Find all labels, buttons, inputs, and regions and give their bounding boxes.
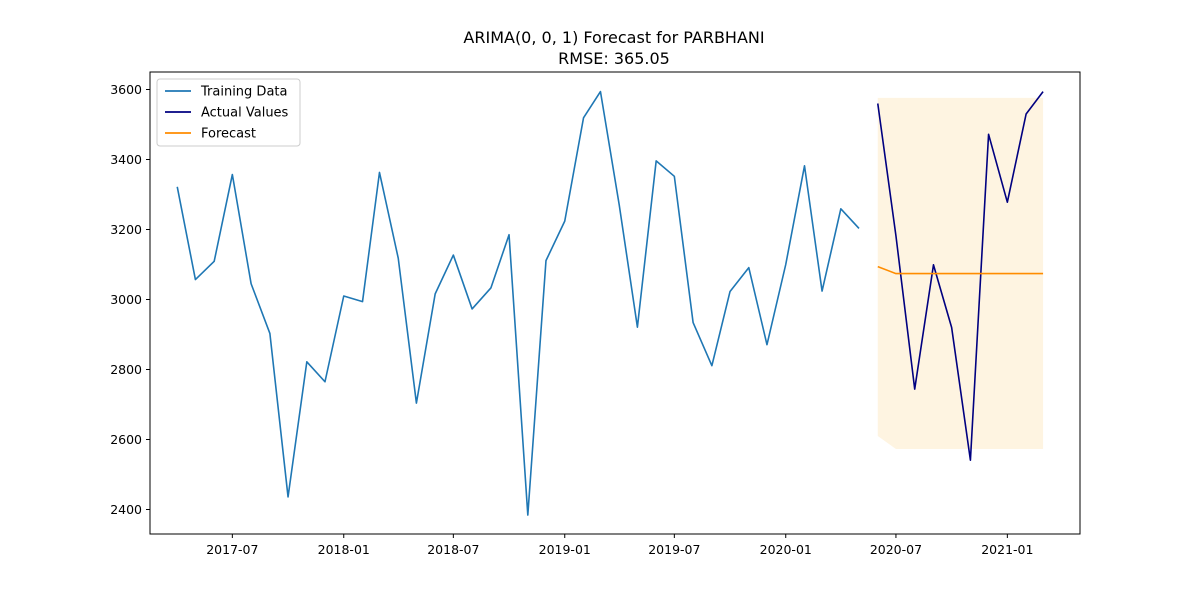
y-tick-label: 3200 — [110, 222, 142, 237]
x-tick-label: 2019-01 — [539, 542, 591, 557]
x-tick-label: 2019-07 — [648, 542, 700, 557]
chart-subtitle: RMSE: 365.05 — [558, 49, 670, 68]
legend-label: Training Data — [200, 85, 287, 100]
y-tick-label: 2400 — [110, 502, 142, 517]
chart-title: ARIMA(0, 0, 1) Forecast for PARBHANI — [463, 28, 764, 47]
y-axis: 2400 2600 2800 3000 3200 3400 3600 — [110, 82, 150, 517]
y-tick-label: 2800 — [110, 362, 142, 377]
legend-label: Forecast — [201, 127, 256, 142]
y-tick-label: 2600 — [110, 432, 142, 447]
series-layer — [176, 90, 1044, 516]
y-tick-label: 3000 — [110, 292, 142, 307]
x-tick-label: 2018-01 — [318, 542, 370, 557]
series-line-0 — [176, 90, 860, 516]
plot-frame — [149, 71, 1081, 535]
x-tick-label: 2021-01 — [981, 542, 1033, 557]
x-tick-label: 2017-07 — [206, 542, 258, 557]
x-tick-label: 2018-07 — [427, 542, 479, 557]
x-tick-label: 2020-01 — [760, 542, 812, 557]
series-line-1 — [876, 91, 1044, 461]
legend: Training Data Actual Values Forecast — [156, 78, 301, 147]
legend-label: Actual Values — [201, 106, 289, 121]
y-tick-label: 3400 — [110, 152, 142, 167]
legend-box — [156, 78, 301, 147]
series-line-2 — [877, 265, 1044, 275]
y-tick-label: 3600 — [110, 82, 142, 97]
x-tick-label: 2020-07 — [870, 542, 922, 557]
x-axis: 2017-07 2018-01 2018-07 2019-01 2019-07 2020-… — [206, 534, 1033, 557]
